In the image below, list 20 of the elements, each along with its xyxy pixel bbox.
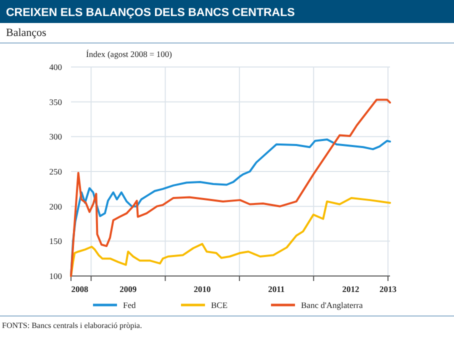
x-tick-label: 2012 — [342, 284, 360, 294]
y-tick-label: 400 — [49, 62, 62, 72]
legend-label: BCE — [211, 300, 228, 310]
legend-label: Fed — [123, 300, 136, 310]
chart-title: CREIXEN ELS BALANÇOS DELS BANCS CENTRALS — [6, 7, 296, 19]
x-tick-label: 2010 — [194, 284, 211, 294]
chart-subtitle: Balanços — [6, 27, 46, 39]
y-tick-label: 250 — [49, 166, 62, 176]
y-axis-title: Índex (agost 2008 = 100) — [86, 49, 172, 59]
text: FONTS: Bancs centrals i elaboració pròpia. — [2, 321, 142, 330]
y-tick-label: 150 — [49, 236, 62, 246]
y-tick-label: 300 — [49, 132, 62, 142]
y-tick-label: 200 — [49, 201, 62, 212]
x-tick-label: 2008 — [71, 284, 88, 294]
legend-label: Banc d'Anglaterra — [301, 300, 363, 310]
y-tick-label: 350 — [49, 96, 62, 107]
x-tick-label: 2009 — [120, 284, 137, 294]
x-tick-label: 2013 — [379, 284, 396, 294]
x-tick-label: 2011 — [268, 284, 285, 294]
y-tick-label: 100 — [49, 271, 62, 281]
